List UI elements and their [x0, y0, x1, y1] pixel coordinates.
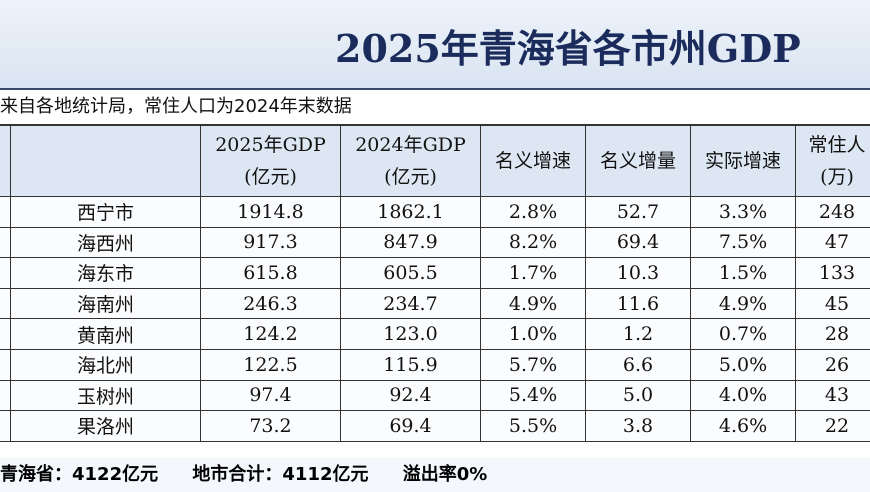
header-line: 2025年GDP	[215, 134, 326, 156]
data-row: 海北州 122.5 115.9 5.7% 6.6 5.0% 26	[0, 348, 870, 381]
region-cell: 果洛州	[10, 410, 201, 442]
header-cell: 实际增速	[690, 125, 796, 197]
value-cell: 8.2%	[480, 226, 586, 259]
value-cell: 4.0%	[690, 379, 796, 412]
value-cell: 92.4	[340, 379, 481, 412]
header-line: 2024年GDP	[355, 134, 466, 156]
value-cell: 1.2	[585, 318, 691, 350]
data-row: 果洛州 73.2 69.4 5.5% 3.8 4.6% 22	[0, 410, 870, 442]
rank-cell	[0, 196, 11, 228]
header-line: 名义增速	[494, 150, 571, 172]
value-cell: 917.3	[200, 226, 341, 259]
value-cell: 248	[795, 196, 870, 228]
value-cell: 133	[795, 257, 870, 289]
value-cell: 43	[795, 379, 870, 412]
value-cell: 7.5%	[690, 226, 796, 259]
value-cell: 1862.1	[340, 196, 481, 228]
value-cell: 1.7%	[480, 257, 586, 289]
value-cell: 5.5%	[480, 410, 586, 442]
footer: 青海省：4122亿元 地市合计：4112亿元 溢出率0%	[0, 458, 870, 492]
value-cell: 1914.8	[200, 196, 341, 228]
gdp-table: 2025年GDP (亿元) 2024年GDP (亿元) 名义增速 名义增量 实际增速 常住人 (…	[0, 125, 870, 442]
value-cell: 10.3	[585, 257, 691, 289]
value-cell: 5.0	[585, 379, 691, 412]
value-cell: 234.7	[340, 287, 481, 320]
value-cell: 4.9%	[690, 287, 796, 320]
value-cell: 6.6	[585, 348, 691, 381]
region-cell: 玉树州	[10, 379, 201, 412]
header-line: (亿元)	[384, 166, 437, 188]
value-cell: 605.5	[340, 257, 481, 289]
header-line: 名义增量	[599, 150, 676, 172]
data-row: 海南州 246.3 234.7 4.9% 11.6 4.9% 45	[0, 287, 870, 320]
header-line: 常住人	[808, 134, 866, 156]
rank-cell	[0, 410, 11, 442]
rank-cell	[0, 379, 11, 412]
value-cell: 1.5%	[690, 257, 796, 289]
region-cell: 海北州	[10, 348, 201, 381]
title-band: 2025年青海省各市州GDP	[0, 0, 870, 90]
value-cell: 0.7%	[690, 318, 796, 350]
value-cell: 73.2	[200, 410, 341, 442]
value-cell: 246.3	[200, 287, 341, 320]
value-cell: 3.8	[585, 410, 691, 442]
rank-cell	[0, 226, 11, 259]
value-cell: 69.4	[340, 410, 481, 442]
value-cell: 5.7%	[480, 348, 586, 381]
data-row: 海西州 917.3 847.9 8.2% 69.4 7.5% 47	[0, 226, 870, 259]
value-cell: 5.0%	[690, 348, 796, 381]
value-cell: 22	[795, 410, 870, 442]
value-cell: 124.2	[200, 318, 341, 350]
header-cell: 2024年GDP (亿元)	[340, 125, 481, 197]
header-line: (万)	[820, 166, 854, 188]
value-cell: 115.9	[340, 348, 481, 381]
value-cell: 2.8%	[480, 196, 586, 228]
value-cell: 4.6%	[690, 410, 796, 442]
rank-cell	[0, 318, 11, 350]
rank-cell	[0, 348, 11, 381]
region-cell: 黄南州	[10, 318, 201, 350]
header-cell	[10, 125, 201, 197]
data-row: 海东市 615.8 605.5 1.7% 10.3 1.5% 133	[0, 257, 870, 289]
value-cell: 97.4	[200, 379, 341, 412]
data-row: 黄南州 124.2 123.0 1.0% 1.2 0.7% 28	[0, 318, 870, 350]
data-row: 西宁市 1914.8 1862.1 2.8% 52.7 3.3% 248	[0, 196, 870, 228]
value-cell: 26	[795, 348, 870, 381]
value-cell: 47	[795, 226, 870, 259]
region-cell: 海东市	[10, 257, 201, 289]
data-row: 玉树州 97.4 92.4 5.4% 5.0 4.0% 43	[0, 379, 870, 412]
value-cell: 69.4	[585, 226, 691, 259]
value-cell: 3.3%	[690, 196, 796, 228]
value-cell: 5.4%	[480, 379, 586, 412]
header-cell: 常住人 (万)	[795, 125, 870, 197]
value-cell: 122.5	[200, 348, 341, 381]
footer-overflow: 溢出率0%	[402, 464, 488, 485]
header-cell	[0, 125, 11, 197]
region-cell: 海南州	[10, 287, 201, 320]
rank-cell	[0, 257, 11, 289]
value-cell: 123.0	[340, 318, 481, 350]
value-cell: 28	[795, 318, 870, 350]
header-cell: 2025年GDP (亿元)	[200, 125, 341, 197]
region-cell: 西宁市	[10, 196, 201, 228]
header-cell: 名义增量	[585, 125, 691, 197]
value-cell: 847.9	[340, 226, 481, 259]
value-cell: 11.6	[585, 287, 691, 320]
footer-province: 青海省：4122亿元	[0, 464, 159, 485]
subtitle: 来自各地统计局，常住人口为2024年末数据	[0, 90, 870, 125]
value-cell: 1.0%	[480, 318, 586, 350]
value-cell: 52.7	[585, 196, 691, 228]
rank-cell	[0, 287, 11, 320]
header-row: 2025年GDP (亿元) 2024年GDP (亿元) 名义增速 名义增量 实际增速 常住人 (…	[0, 125, 870, 197]
header-line: 实际增速	[704, 150, 781, 172]
value-cell: 45	[795, 287, 870, 320]
value-cell: 615.8	[200, 257, 341, 289]
header-cell: 名义增速	[480, 125, 586, 197]
title: 2025年青海省各市州GDP	[335, 26, 801, 71]
value-cell: 4.9%	[480, 287, 586, 320]
region-cell: 海西州	[10, 226, 201, 259]
header-line: (亿元)	[244, 166, 297, 188]
footer-sum: 地市合计：4112亿元	[192, 464, 369, 485]
